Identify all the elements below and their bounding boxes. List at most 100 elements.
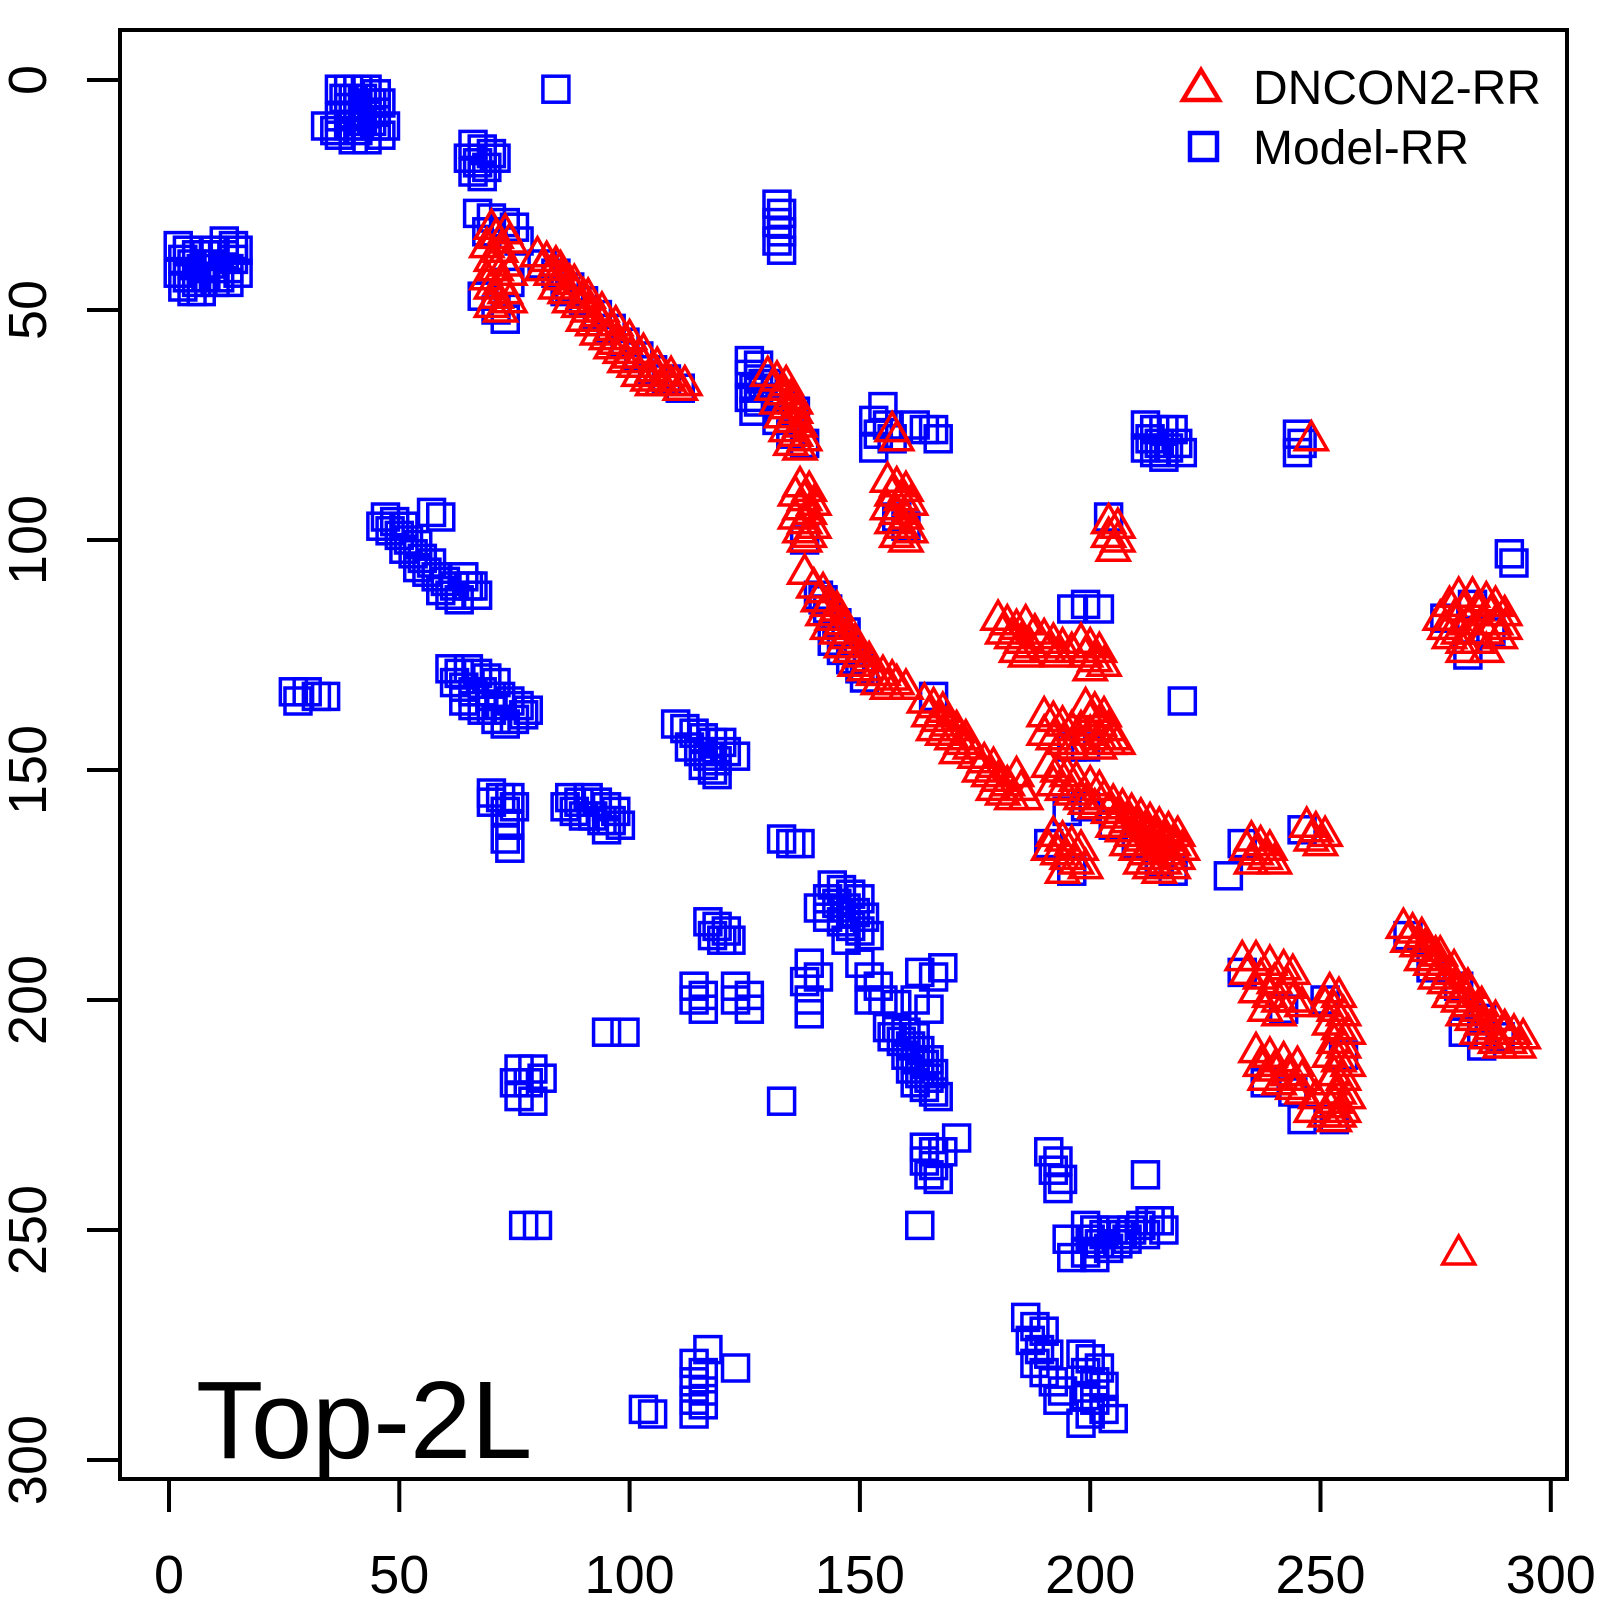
square-marker — [495, 833, 525, 863]
square-marker — [1066, 1408, 1096, 1438]
triangle-marker — [757, 381, 797, 415]
triangle-marker — [956, 735, 995, 769]
triangle-marker — [1015, 611, 1054, 645]
triangle-marker — [822, 625, 861, 659]
square-marker — [1080, 1242, 1110, 1273]
square-marker — [1499, 548, 1529, 578]
legend-label-model-rr: Model-RR — [1253, 122, 1469, 175]
triangle-marker — [1287, 804, 1326, 838]
triangle-marker — [1329, 1011, 1368, 1045]
square-marker — [416, 497, 447, 528]
square-marker — [1494, 539, 1525, 569]
triangle-marker — [979, 597, 1018, 631]
triangle-marker — [969, 754, 1008, 788]
square-marker — [734, 994, 765, 1024]
square-marker — [1047, 1376, 1078, 1406]
triangle-marker — [817, 611, 856, 645]
square-marker — [711, 736, 742, 767]
triangle-marker — [1283, 984, 1322, 1018]
triangle-marker — [1301, 823, 1340, 857]
triangle-marker — [836, 643, 875, 677]
triangle-marker — [1296, 1076, 1335, 1110]
square-marker — [1149, 442, 1179, 472]
triangle-marker — [1499, 1025, 1538, 1059]
triangle-marker — [541, 248, 580, 282]
square-marker — [426, 502, 456, 532]
triangle-marker — [472, 284, 511, 319]
square-marker — [928, 953, 958, 983]
square-marker — [200, 235, 230, 265]
triangle-marker — [1481, 1025, 1520, 1059]
triangle-marker — [559, 284, 598, 319]
y-tick-label: 300 — [0, 1415, 58, 1505]
triangle-marker — [1481, 616, 1520, 650]
triangle-marker — [997, 629, 1036, 664]
triangle-marker — [1085, 777, 1124, 811]
square-marker — [490, 824, 520, 854]
triangle-marker — [748, 353, 787, 388]
triangle-marker — [753, 367, 792, 401]
square-marker — [1020, 1348, 1050, 1379]
triangle-marker — [1273, 1066, 1312, 1101]
square-marker — [499, 704, 530, 735]
triangle-marker — [1292, 418, 1331, 452]
triangle-marker — [578, 312, 617, 346]
square-marker — [923, 1081, 953, 1112]
square-marker — [283, 686, 313, 716]
square-marker — [1167, 437, 1198, 468]
triangle-marker — [859, 662, 898, 696]
square-marker — [679, 985, 709, 1015]
square-marker — [1130, 1219, 1161, 1250]
square-marker — [905, 1210, 935, 1241]
triangle-marker — [1430, 974, 1469, 1009]
square-marker — [591, 1017, 622, 1047]
triangle-marker — [605, 340, 645, 374]
y-tick-label: 150 — [0, 725, 58, 815]
triangle-marker — [592, 326, 631, 360]
x-tick-label: 300 — [1506, 1545, 1596, 1600]
triangle-marker — [1329, 1043, 1368, 1078]
triangle-marker — [1071, 648, 1110, 682]
triangle-marker — [1043, 850, 1082, 884]
triangle-marker — [1094, 804, 1133, 838]
series-model-rr — [163, 74, 1529, 1438]
square-marker — [637, 1399, 668, 1429]
y-tick-label: 100 — [0, 495, 58, 585]
triangle-marker — [905, 680, 944, 714]
square-marker — [610, 1017, 640, 1047]
triangle-marker — [1006, 634, 1045, 668]
triangle-marker — [1439, 1232, 1478, 1266]
triangle-marker — [481, 289, 520, 323]
triangle-marker — [624, 330, 663, 365]
triangle-marker — [868, 487, 907, 521]
legend-square-icon — [1187, 130, 1220, 163]
square-marker — [766, 217, 797, 247]
triangle-marker — [1103, 809, 1142, 843]
square-marker — [223, 235, 253, 265]
triangle-marker — [831, 629, 870, 664]
triangle-marker — [923, 712, 962, 746]
triangle-marker — [997, 754, 1036, 788]
triangle-marker — [1025, 712, 1064, 746]
triangle-marker — [1043, 767, 1082, 802]
triangle-marker — [523, 248, 562, 282]
square-marker — [1287, 428, 1317, 459]
square-marker — [679, 1367, 709, 1397]
triangle-marker — [1052, 772, 1091, 806]
y-axis: 0 50 100 150 200 250 300 — [0, 65, 120, 1505]
triangle-marker — [1006, 777, 1045, 811]
square-marker — [706, 727, 737, 758]
triangle-marker — [785, 519, 824, 553]
square-marker — [591, 815, 622, 845]
triangle-marker — [1089, 790, 1128, 825]
triangle-marker — [1273, 979, 1312, 1013]
triangle-marker — [656, 363, 695, 397]
square-marker — [499, 792, 530, 822]
square-marker — [702, 759, 732, 790]
x-tick-label: 100 — [585, 1545, 675, 1600]
triangle-marker — [886, 666, 925, 700]
triangle-marker — [1029, 827, 1068, 861]
square-marker — [923, 1164, 953, 1195]
triangle-marker — [960, 749, 999, 783]
